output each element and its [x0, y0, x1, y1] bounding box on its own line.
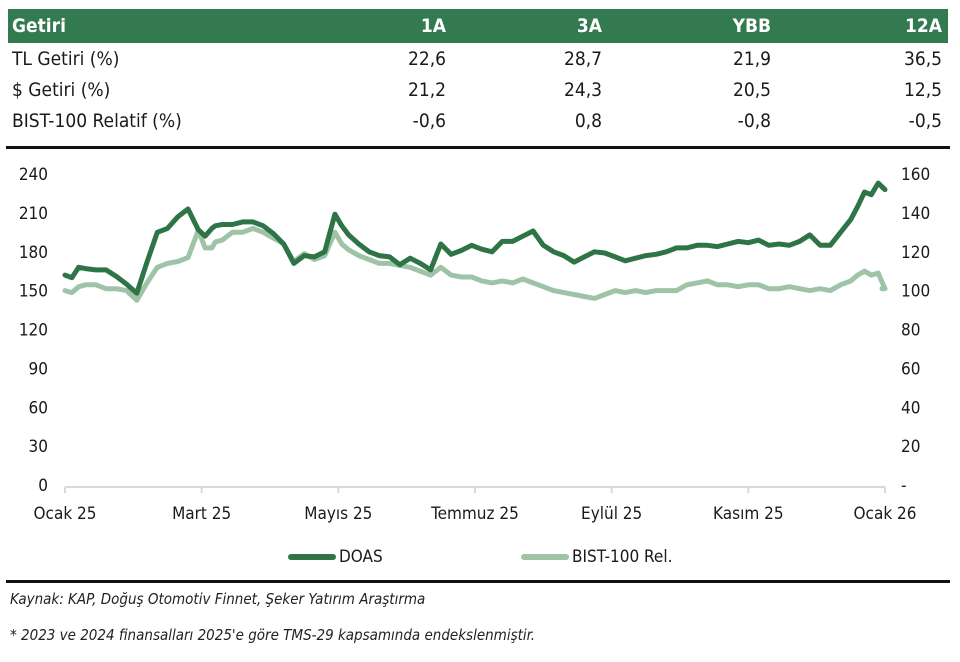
y-right-tick-label: 140 [901, 204, 930, 224]
cell: -0,8 [737, 109, 771, 132]
y-right-tick-label: 20 [901, 437, 920, 457]
table-row: TL Getiri (%) 22,6 28,7 21,9 36,5 [8, 43, 948, 74]
y-right-tick-label: 40 [901, 398, 920, 418]
header-ybb: YBB [732, 15, 771, 37]
series-line-doas [62, 180, 888, 296]
y-right-tick-label: 160 [901, 165, 930, 185]
cell: 21,9 [732, 47, 771, 70]
x-tick-label: Ocak 26 [854, 504, 917, 524]
cell: 36,5 [903, 47, 942, 70]
row-label: $ Getiri (%) [12, 78, 111, 101]
table-row: BIST-100 Relatif (%) -0,6 0,8 -0,8 -0,5 [8, 105, 948, 136]
row-label: BIST-100 Relatif (%) [12, 109, 182, 132]
legend-swatch-doas [288, 554, 336, 560]
cell: -0,6 [412, 109, 446, 132]
y-right-tick-label: 100 [901, 282, 930, 302]
y-right-tick-label: 120 [901, 243, 930, 263]
cell: 24,3 [563, 78, 602, 101]
y-right-tick-label: 60 [901, 359, 920, 379]
cell: 20,5 [732, 78, 771, 101]
y-left-tick-label: 150 [19, 282, 48, 302]
cell: 22,6 [407, 47, 446, 70]
source-note: Kaynak: KAP, Doğuş Otomotiv Finnet, Şeke… [10, 590, 426, 608]
row-label: TL Getiri (%) [12, 47, 120, 70]
y-left-tick-label: 30 [29, 437, 48, 457]
header-1a: 1A [420, 15, 446, 37]
x-tick-label: Kasım 25 [713, 504, 784, 524]
legend-label-doas: DOAS [339, 547, 383, 567]
y-left-tick-label: 210 [19, 204, 48, 224]
legend-label-bist: BIST-100 Rel. [572, 547, 673, 567]
legend-swatch-bist [521, 554, 569, 560]
x-tick-label: Ocak 25 [34, 504, 97, 524]
table-bottom-rule [6, 146, 950, 149]
header-12a: 12A [904, 15, 942, 37]
table-row: $ Getiri (%) 21,2 24,3 20,5 12,5 [8, 74, 948, 105]
y-left-tick-label: 0 [38, 476, 48, 496]
footnote: * 2023 ve 2024 finansalları 2025'e göre … [10, 626, 536, 644]
cell: 12,5 [903, 78, 942, 101]
x-tick-label: Mayıs 25 [304, 504, 372, 524]
series-line-bist-100-rel [62, 225, 888, 303]
y-left-tick-label: 60 [29, 398, 48, 418]
price-chart: Ocak 25 Mart 25 Mayıs 25 Temmuz 25 Eylül 25 K… [19, 165, 930, 524]
x-tick-label: Eylül 25 [581, 504, 642, 524]
y-right-tick-label: 80 [901, 321, 920, 341]
legend-item-doas: DOAS [288, 547, 383, 567]
x-tick-label: Temmuz 25 [430, 504, 519, 524]
cell: 21,2 [407, 78, 446, 101]
cell: 28,7 [563, 47, 602, 70]
header-getiri: Getiri [12, 15, 66, 37]
header-3a: 3A [576, 15, 602, 37]
cell: -0,5 [908, 109, 942, 132]
y-left-tick-label: 240 [19, 165, 48, 185]
y-right-tick-label: - [901, 476, 907, 496]
cell: 0,8 [574, 109, 602, 132]
x-tick-label: Mart 25 [172, 504, 231, 524]
y-left-tick-label: 90 [29, 359, 48, 379]
legend-item-bist: BIST-100 Rel. [521, 547, 672, 567]
footer-rule [6, 580, 950, 583]
y-left-tick-label: 120 [19, 321, 48, 341]
returns-table-header: Getiri 1A 3A YBB 12A [8, 9, 948, 43]
y-left-tick-label: 180 [19, 243, 48, 263]
returns-table: Getiri 1A 3A YBB 12A TL Getiri (%) 22,6 … [8, 9, 948, 136]
